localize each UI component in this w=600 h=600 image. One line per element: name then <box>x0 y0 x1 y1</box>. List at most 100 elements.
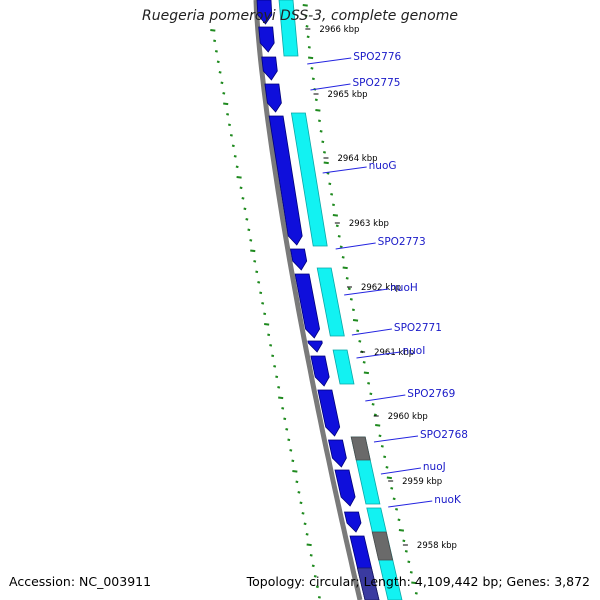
cds-feature <box>261 56 278 81</box>
cds-feature <box>294 273 321 339</box>
ruler-tick <box>339 245 343 249</box>
ruler-tick <box>375 424 381 427</box>
ruler-tick <box>289 449 293 452</box>
gene-label: nuoI <box>402 345 425 357</box>
ruler-tick <box>383 455 387 459</box>
ruler-tick <box>255 270 259 274</box>
ruler-tick <box>342 266 348 270</box>
kbp-tick-label: 2963 kbp <box>349 219 389 229</box>
ruler-tick <box>321 140 325 144</box>
ruler-tick <box>222 92 226 95</box>
ruler-tick <box>345 277 349 280</box>
ruler-tick <box>291 459 295 463</box>
ruler-tick <box>257 281 261 284</box>
cds-feature <box>317 389 341 437</box>
ruler-tick <box>285 428 289 431</box>
ruler-tick <box>263 312 267 316</box>
cds-feature <box>310 355 330 387</box>
ruler-tick <box>253 260 257 263</box>
ruler-tick <box>302 4 308 7</box>
ruler-tick <box>213 39 217 43</box>
ruler-tick <box>301 512 305 515</box>
ruler-tick <box>304 14 308 18</box>
gene-label-leader <box>322 166 367 174</box>
ruler-tick <box>233 155 237 158</box>
ruler-tick <box>397 518 401 522</box>
ruler-tick <box>319 130 323 133</box>
ruler-tick <box>404 550 408 553</box>
cds-feature <box>256 0 273 25</box>
ruler-tick <box>307 56 314 60</box>
ruler-tick <box>315 109 321 112</box>
ruler-tick <box>392 497 396 501</box>
ruler-tick <box>414 592 418 595</box>
ruler-tick <box>287 438 291 442</box>
rna-feature <box>371 531 394 561</box>
ruler-tick <box>306 543 312 547</box>
ruler-tick <box>356 329 360 333</box>
ruler-tick <box>351 308 355 312</box>
cds-feature <box>264 83 282 113</box>
ruler-tick <box>411 581 417 585</box>
ruler-tick <box>371 403 375 406</box>
ruler-tick <box>313 575 317 578</box>
ruler-tick <box>367 382 371 385</box>
ruler-tick <box>328 182 332 186</box>
ruler-tick <box>378 434 382 438</box>
ruler-tick <box>226 113 230 116</box>
ruler-tick <box>295 480 299 484</box>
ruler-tick <box>305 533 309 536</box>
gene-label: nuoK <box>434 494 462 506</box>
ruler-tick <box>306 35 310 39</box>
ruler-tick <box>369 392 373 396</box>
ruler-tick <box>335 224 339 228</box>
ruler-tick <box>363 371 370 375</box>
rna-feature <box>290 112 328 247</box>
kbp-tick-label: 2959 kbp <box>402 477 442 487</box>
gene-label: SPO2768 <box>420 429 468 441</box>
ruler-tick <box>349 298 353 301</box>
ruler-tick <box>311 77 315 81</box>
ruler-tick <box>323 161 329 165</box>
ruler-tick <box>358 340 362 343</box>
kbp-tick-label: 2958 kbp <box>417 541 457 551</box>
ruler-tick <box>278 396 284 400</box>
ruler-tick <box>267 333 271 337</box>
gene-label: SPO2776 <box>353 51 401 63</box>
ruler-tick <box>264 323 270 326</box>
ruler-tick <box>236 176 242 179</box>
gene-label: SPO2769 <box>407 388 455 400</box>
gene-label: nuoJ <box>423 461 446 473</box>
ruler-tick <box>283 417 287 421</box>
ruler-tick <box>305 25 309 28</box>
ruler-tick <box>231 144 235 148</box>
ruler-tick <box>309 554 313 557</box>
ruler-tick <box>247 228 251 232</box>
ruler-tick <box>330 193 334 196</box>
cds-feature <box>268 115 303 246</box>
ruler-tick <box>220 81 224 85</box>
gene-label-leader <box>351 328 392 336</box>
gene-label: nuoG <box>369 160 397 172</box>
ruler-tick <box>341 256 345 259</box>
rna-feature <box>278 0 299 57</box>
gene-label: nuoH <box>390 282 418 294</box>
ruler-tick <box>385 466 389 469</box>
rna-feature <box>350 436 371 461</box>
ruler-tick <box>297 491 301 494</box>
ruler-tick <box>395 508 399 511</box>
rna-feature <box>332 349 355 385</box>
ruler-tick <box>310 67 314 70</box>
ruler-tick <box>250 249 256 253</box>
ruler-tick <box>407 560 411 564</box>
ruler-tick <box>337 235 341 238</box>
kbp-tick-label: 2964 kbp <box>337 154 377 164</box>
ruler-tick <box>216 60 220 64</box>
kbp-tick-label: 2965 kbp <box>328 90 368 100</box>
ruler-tick <box>398 529 405 532</box>
cds-feature <box>343 511 362 533</box>
ruler-tick <box>409 571 413 574</box>
gene-label-leader <box>307 57 352 65</box>
gene-label-leader <box>365 394 406 402</box>
gene-label-leader <box>373 435 419 443</box>
